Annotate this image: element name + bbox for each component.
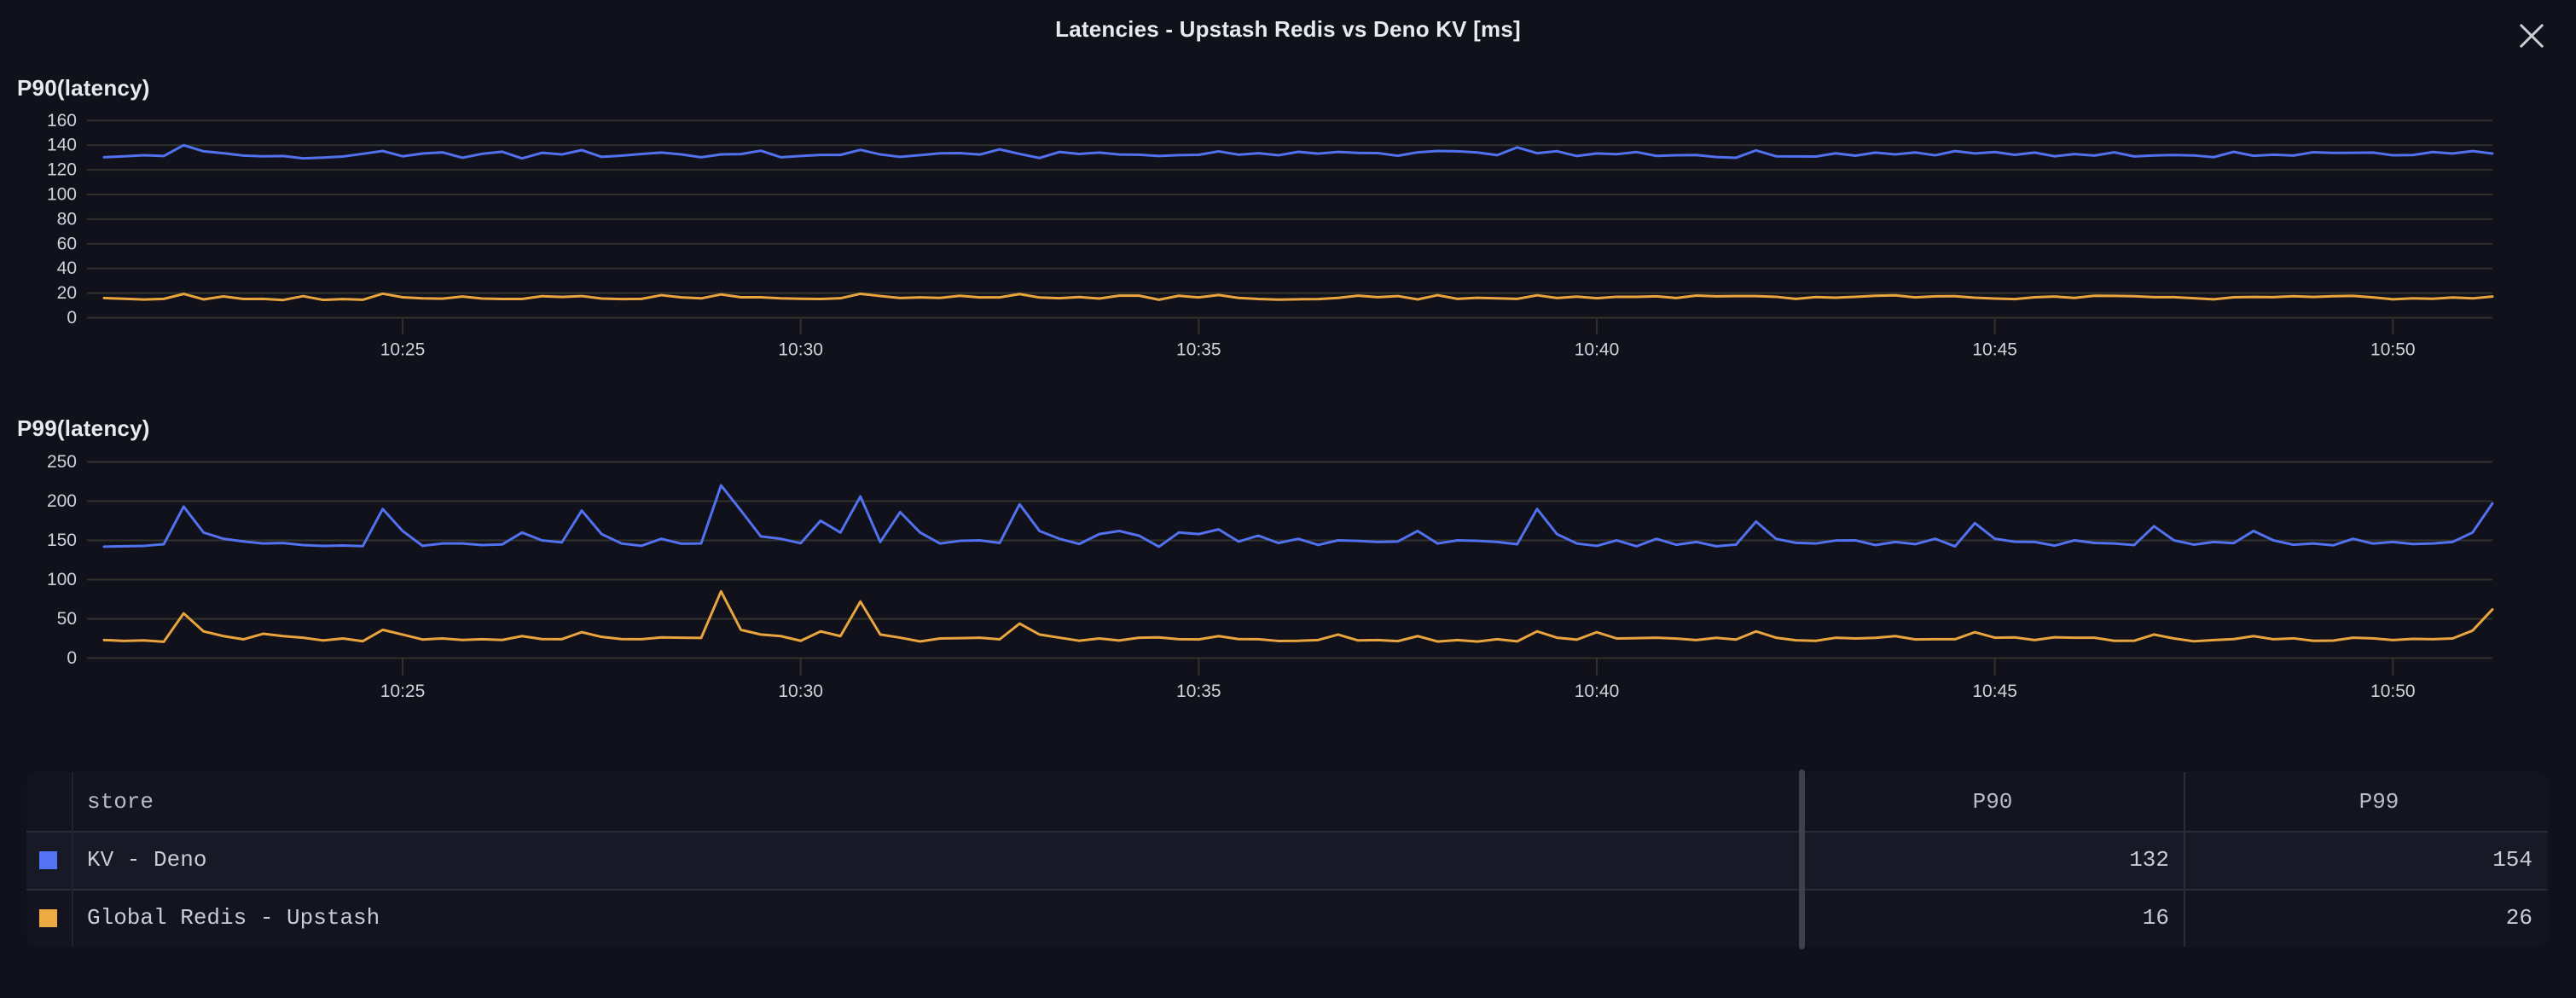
x-axis-label: 10:35	[1176, 340, 1221, 360]
stats-table-background: store P90 P99 KV - Deno 132 154 Global R…	[26, 772, 2548, 947]
y-axis-label: 100	[47, 185, 77, 205]
table-separator	[26, 831, 2548, 833]
y-axis-label: 160	[47, 111, 77, 131]
column-resize-handle[interactable]	[1799, 769, 1805, 949]
x-axis-label: 10:45	[1972, 340, 2017, 360]
series-line-global-redis-upstash	[102, 292, 2494, 302]
series-line-kv-deno	[102, 143, 2494, 160]
table-row-p90-value: 132	[2129, 847, 2169, 873]
series-swatch-kv-deno	[39, 850, 57, 869]
x-axis-label: 10:40	[1575, 340, 1620, 360]
page-title: Latencies - Upstash Redis vs Deno KV [ms…	[1055, 16, 1521, 42]
y-axis-label: 20	[57, 283, 77, 303]
y-axis-label: 140	[47, 136, 77, 155]
x-axis-label: 10:25	[380, 682, 426, 701]
y-axis-label: 150	[47, 531, 77, 550]
table-separator	[26, 889, 2548, 891]
chart-title-p90: P90(latency)	[17, 75, 150, 101]
series-swatch-redis	[39, 908, 57, 927]
close-icon	[2520, 24, 2544, 48]
x-axis-label: 10:30	[778, 682, 823, 701]
x-axis-label: 10:50	[2370, 340, 2416, 360]
series-line-kv-deno	[102, 484, 2494, 548]
stats-table: store P90 P99 KV - Deno 132 154 Global R…	[26, 769, 2548, 949]
x-axis-label: 10:50	[2370, 682, 2416, 701]
column-header-store[interactable]: store	[87, 788, 154, 815]
row-highlight	[26, 831, 2548, 889]
table-gutter-separator	[72, 772, 73, 947]
close-icon-strokes	[2520, 24, 2544, 48]
chart-title-p99: P99(latency)	[17, 415, 150, 441]
table-row-p99-value: 154	[2492, 847, 2532, 873]
series-line-global-redis-upstash	[102, 589, 2494, 643]
table-row-p99-value: 26	[2505, 905, 2532, 931]
y-axis-label: 50	[57, 609, 77, 629]
table-column-separator	[2184, 772, 2185, 947]
y-axis-label: 200	[47, 491, 77, 511]
x-axis-label: 10:45	[1972, 682, 2017, 701]
close-button[interactable]	[2519, 23, 2544, 49]
table-row-store[interactable]: KV - Deno	[87, 847, 207, 873]
x-axis-label: 10:40	[1575, 682, 1620, 701]
table-row-store[interactable]: Global Redis - Upstash	[87, 905, 380, 931]
y-axis-label: 0	[67, 308, 77, 328]
column-header-p90[interactable]: P90	[1972, 788, 2013, 815]
y-axis-label: 120	[47, 160, 77, 180]
y-axis-label: 250	[47, 452, 77, 472]
x-axis-label: 10:30	[778, 340, 823, 360]
y-axis-label: 100	[47, 570, 77, 589]
x-axis-label: 10:25	[380, 340, 426, 360]
y-axis-label: 0	[67, 648, 77, 668]
column-header-p99[interactable]: P99	[2358, 788, 2399, 815]
table-row-p90-value: 16	[2142, 905, 2169, 931]
y-axis-label: 80	[57, 209, 77, 229]
y-axis-label: 40	[57, 258, 77, 278]
x-axis-label: 10:35	[1176, 682, 1221, 701]
y-axis-label: 60	[57, 234, 77, 253]
